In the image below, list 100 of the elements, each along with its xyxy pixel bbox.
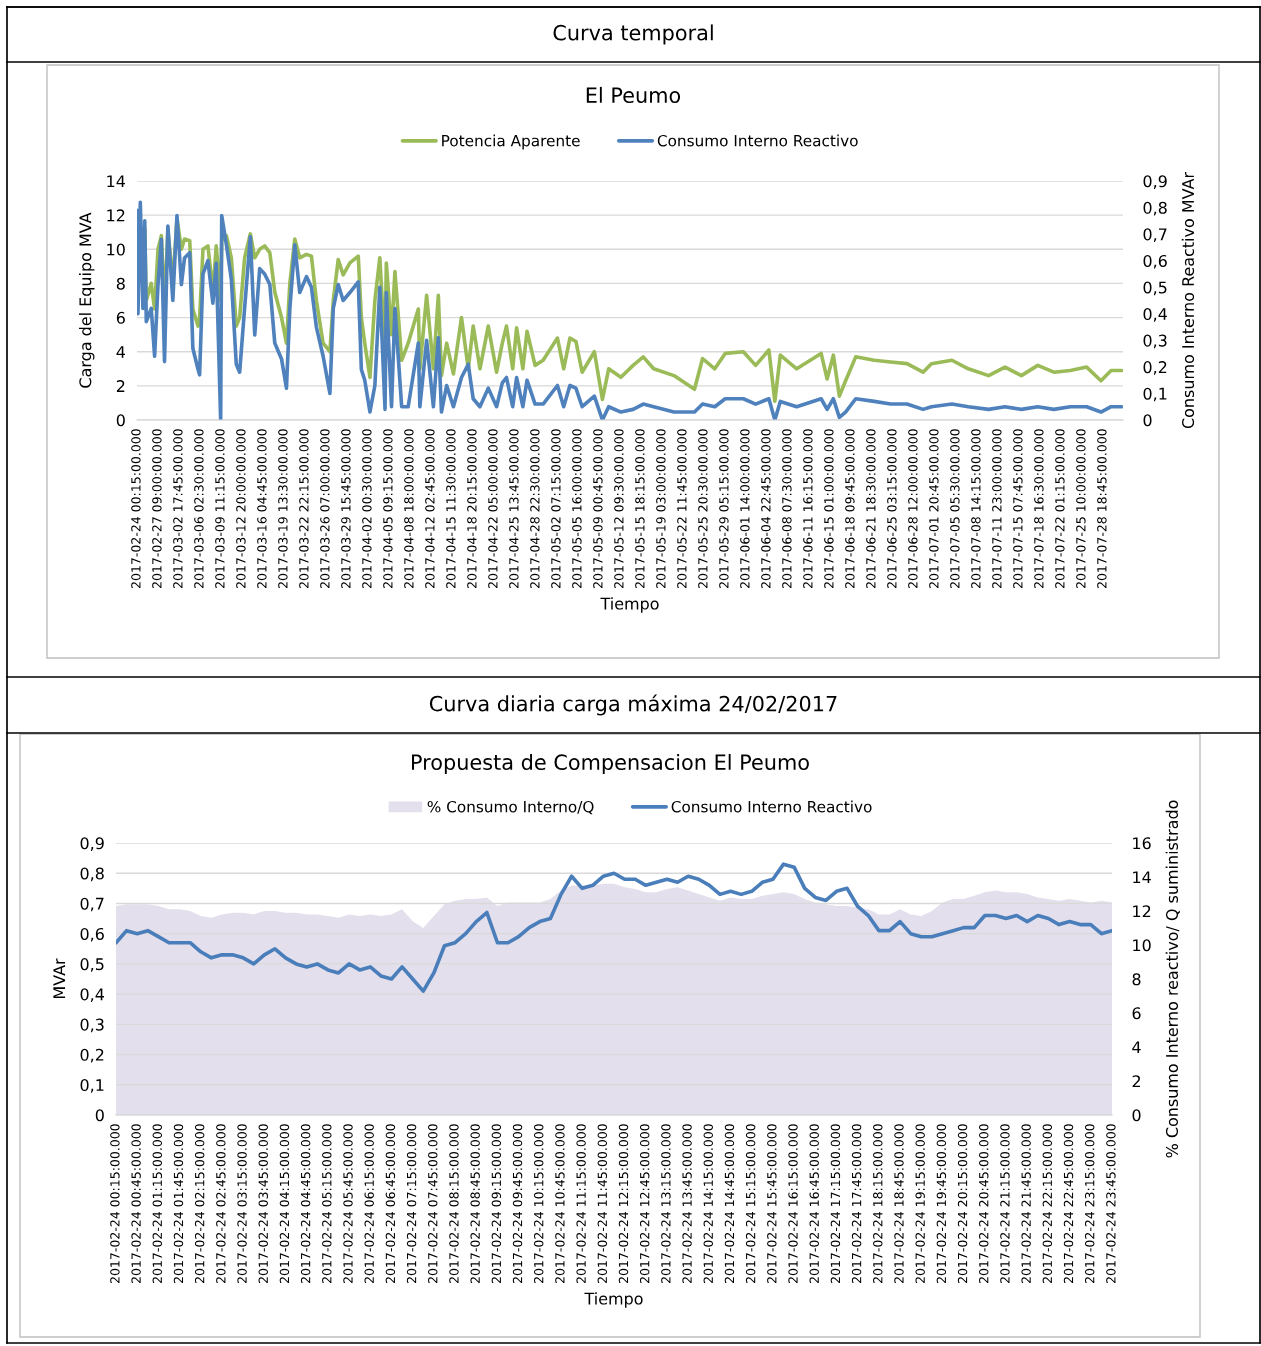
x-tick-label: 2017-02-24 02:15:00.000 — [194, 1124, 205, 1284]
x-tick-label: 2017-04-28 22:30:00.000 — [530, 429, 540, 589]
x-tick-label: 2017-04-18 20:15:00.000 — [467, 429, 477, 589]
x-tick-label: 2017-02-24 06:45:00.000 — [385, 1124, 396, 1284]
x-tick-label: 2017-02-24 01:45:00.000 — [173, 1124, 184, 1284]
x-tick-label: 2017-05-19 03:00:00.000 — [656, 429, 666, 589]
y-tick-label: 8 — [116, 277, 125, 290]
x-tick-label: 2017-02-24 03:45:00.000 — [258, 1124, 268, 1284]
x-tick-label: 2017-05-05 16:00:00.000 — [572, 429, 582, 589]
x-tick-label: 2017-02-24 20:15:00.000 — [957, 1124, 968, 1284]
x-tick-label: 2017-02-24 04:15:00.000 — [279, 1124, 290, 1284]
x-tick-label: 2017-02-24 09:45:00.000 — [512, 1124, 523, 1284]
y2-tick-label: 16 — [1133, 837, 1151, 850]
x-tick-label: 2017-02-24 23:45:00.000 — [1106, 1124, 1116, 1284]
x-tick-label: 2017-03-16 04:45:00.000 — [257, 429, 267, 589]
y-tick-label: 2 — [116, 380, 125, 392]
x-tick-label: 2017-06-21 18:30:00.000 — [866, 429, 876, 589]
y-tick-label: 0,2 — [80, 1048, 104, 1063]
y2-tick-label: 0,5 — [1143, 281, 1167, 296]
x-tick-label: 2017-02-24 05:45:00.000 — [343, 1124, 353, 1284]
y-tick-label: 0,3 — [80, 1018, 104, 1033]
x-tick-label: 2017-02-24 16:15:00.000 — [788, 1124, 798, 1284]
x-tick-label: 2017-02-24 18:15:00.000 — [873, 1124, 883, 1284]
x-axis-title: Tiempo — [600, 597, 659, 613]
y-tick-label: 6 — [116, 311, 125, 324]
x-tick-label: 2017-07-28 18:45:00.000 — [1097, 429, 1107, 589]
x-tick-label: 2017-04-12 02:45:00.000 — [425, 429, 435, 589]
x-tick-label: 2017-05-09 00:45:00.000 — [593, 429, 603, 589]
x-tick-label: 2017-02-24 19:45:00.000 — [936, 1124, 947, 1284]
x-tick-label: 2017-02-24 01:15:00.000 — [152, 1124, 163, 1284]
y-tick-label: 12 — [107, 209, 125, 222]
x-tick-label: 2017-02-24 02:45:00.000 — [216, 1124, 226, 1284]
x-tick-label: 2017-02-24 04:45:00.000 — [300, 1124, 311, 1284]
x-tick-label: 2017-03-12 20:00:00.000 — [236, 429, 246, 589]
x-tick-label: 2017-03-09 11:15:00.000 — [215, 429, 225, 589]
y2-tick-label: 0,8 — [1143, 201, 1167, 216]
x-tick-label: 2017-04-25 13:45:00.000 — [509, 429, 519, 589]
x-tick-label: 2017-02-24 08:45:00.000 — [470, 1124, 480, 1284]
x-tick-label: 2017-02-24 10:15:00.000 — [534, 1124, 544, 1284]
y2-tick-label: 6 — [1132, 1007, 1141, 1020]
x-tick-label: 2017-02-24 07:45:00.000 — [428, 1124, 438, 1284]
x-tick-label: 2017-02-24 00:45:00.000 — [131, 1124, 141, 1284]
x-tick-label: 2017-07-22 01:15:00.000 — [1055, 429, 1065, 589]
x-tick-label: 2017-02-24 22:45:00.000 — [1063, 1124, 1074, 1284]
legend-label: % Consumo Interno/Q — [427, 800, 594, 815]
x-tick-label: 2017-05-29 05:15:00.000 — [719, 429, 729, 589]
x-tick-label: 2017-02-24 15:15:00.000 — [745, 1124, 756, 1284]
x-axis-title: Tiempo — [584, 1292, 643, 1308]
x-tick-label: 2017-02-24 18:45:00.000 — [894, 1124, 904, 1284]
x-tick-label: 2017-02-24 05:15:00.000 — [322, 1124, 332, 1284]
y2-tick-label: 0,6 — [1143, 254, 1167, 269]
chart-title: El Peumo — [586, 86, 681, 104]
x-tick-label: 2017-07-08 14:15:00.000 — [971, 429, 981, 589]
x-tick-label: 2017-06-04 22:45:00.000 — [761, 429, 771, 589]
x-tick-label: 2017-02-24 07:15:00.000 — [406, 1124, 417, 1284]
x-tick-label: 2017-03-02 17:45:00.000 — [173, 429, 183, 589]
y-axis-title: Carga del Equipo MVA — [79, 212, 95, 388]
x-tick-label: 2017-03-29 15:45:00.000 — [341, 429, 351, 589]
x-tick-label: 2017-02-24 06:15:00.000 — [364, 1124, 374, 1284]
y-tick-label: 0,9 — [80, 837, 104, 851]
x-tick-label: 2017-02-24 14:45:00.000 — [724, 1124, 735, 1284]
y2-tick-label: 0,2 — [1143, 361, 1167, 375]
y-tick-label: 10 — [107, 243, 125, 256]
y-tick-label: 0,6 — [80, 927, 104, 942]
x-tick-label: 2017-04-02 00:30:00.000 — [362, 429, 372, 589]
x-tick-label: 2017-06-11 16:15:00.000 — [803, 429, 813, 589]
legend-label: Consumo Interno Reactivo — [671, 800, 872, 813]
x-tick-label: 2017-06-18 09:45:00.000 — [845, 429, 855, 589]
x-tick-label: 2017-02-27 09:00:00.000 — [152, 429, 162, 589]
x-tick-label: 2017-02-24 12:45:00.000 — [639, 1124, 650, 1284]
x-tick-label: 2017-05-12 09:30:00.000 — [614, 429, 624, 589]
x-tick-label: 2017-02-24 00:15:00.000 — [110, 1124, 120, 1284]
y2-tick-label: 0 — [1143, 414, 1152, 427]
x-tick-label: 2017-04-08 18:00:00.000 — [404, 429, 414, 589]
x-tick-label: 2017-02-24 11:45:00.000 — [597, 1124, 608, 1284]
x-tick-label: 2017-06-01 14:00:00.000 — [740, 429, 750, 589]
x-tick-label: 2017-02-24 13:45:00.000 — [682, 1124, 692, 1284]
y2-tick-label: 0,3 — [1143, 334, 1167, 349]
legend-label: Potencia Aparente — [442, 134, 580, 150]
y-tick-label: 0,7 — [80, 897, 104, 912]
y2-tick-label: 12 — [1133, 905, 1151, 918]
y2-tick-label: 14 — [1133, 871, 1151, 884]
x-tick-label: 2017-02-24 15:45:00.000 — [767, 1124, 777, 1284]
x-tick-label: 2017-03-06 02:30:00.000 — [194, 429, 204, 589]
x-tick-label: 2017-05-02 07:15:00.000 — [551, 429, 561, 589]
x-tick-label: 2017-07-11 23:00:00.000 — [992, 429, 1002, 589]
x-tick-label: 2017-02-24 22:15:00.000 — [1042, 1124, 1053, 1284]
x-tick-label: 2017-02-24 17:15:00.000 — [830, 1124, 841, 1284]
y2-tick-label: 0 — [1132, 1109, 1141, 1122]
x-tick-label: 2017-02-24 23:15:00.000 — [1084, 1124, 1095, 1284]
y-tick-label: 0 — [116, 414, 125, 427]
x-tick-label: 2017-04-22 05:00:00.000 — [488, 429, 498, 589]
x-tick-label: 2017-02-24 08:15:00.000 — [449, 1124, 459, 1284]
y2-tick-label: 0,1 — [1143, 387, 1167, 402]
x-tick-label: 2017-02-24 10:45:00.000 — [555, 1124, 565, 1284]
x-tick-label: 2017-04-15 11:30:00.000 — [446, 429, 456, 589]
chart-title: Propuesta de Compensacion El Peumo — [412, 753, 809, 775]
text: Curva diaria carga máxima 24/02/2017 — [429, 694, 837, 716]
x-tick-label: 2017-02-24 13:15:00.000 — [661, 1124, 671, 1284]
x-tick-label: 2017-02-24 00:15:00.000 — [131, 429, 141, 589]
